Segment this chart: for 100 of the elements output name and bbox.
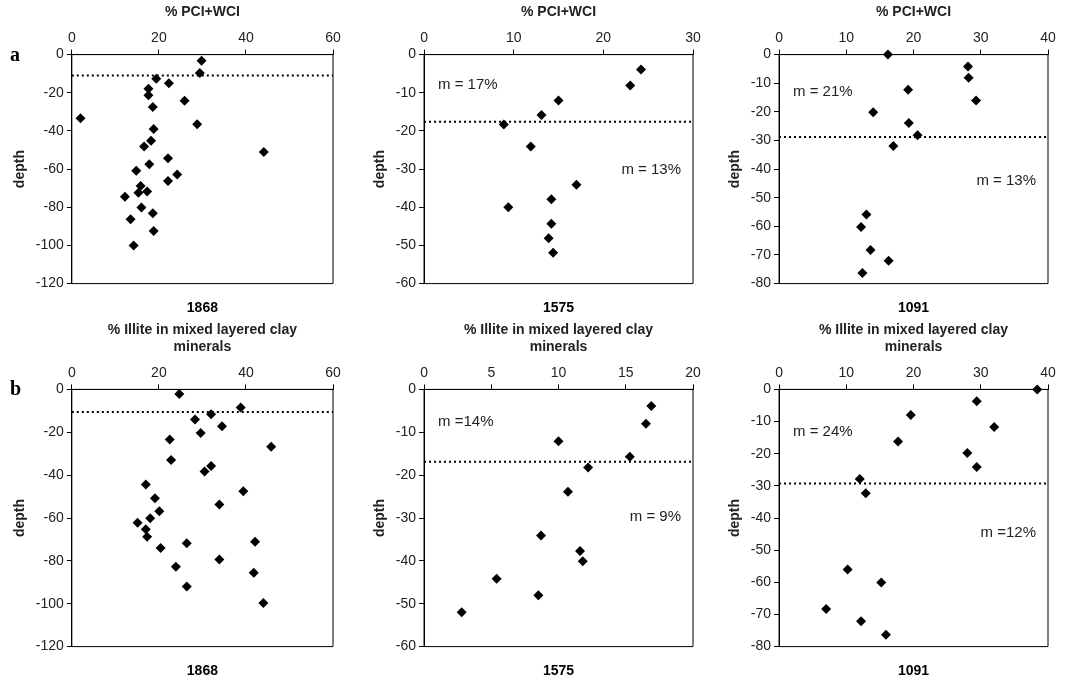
x-tick-label: 0 [775, 29, 784, 46]
x-tick-label: 40 [238, 29, 254, 46]
y-tick-label: -30 [750, 476, 772, 493]
point [546, 218, 557, 229]
point [140, 479, 151, 490]
y-tick-label: -80 [43, 551, 65, 568]
point [195, 427, 206, 438]
point [148, 225, 159, 236]
y-tick-label: -60 [395, 274, 417, 291]
y-tick-label: -60 [43, 159, 65, 176]
x-tick-label: 60 [325, 363, 341, 380]
point [857, 268, 868, 279]
x-tick-label: 10 [838, 363, 855, 380]
point [170, 561, 181, 572]
y-tick-label: -100 [35, 236, 65, 253]
point [144, 159, 155, 170]
y-tick-label: -60 [750, 573, 772, 590]
y-tick-label: -100 [35, 594, 65, 611]
x-tick-label: 10 [505, 29, 522, 46]
point [164, 434, 175, 445]
point [876, 577, 887, 588]
y-tick-label: -80 [750, 637, 772, 654]
point [250, 536, 261, 547]
point [553, 95, 564, 106]
x-axis-title: % Illite in mixed layered clay minerals [818, 321, 1009, 355]
point [132, 517, 143, 528]
text: a [10, 42, 20, 66]
point [258, 147, 269, 158]
point [196, 55, 207, 66]
point [235, 402, 246, 413]
y-axis-title: depth [11, 498, 28, 538]
y-tick-label: -40 [43, 465, 65, 482]
point [192, 119, 203, 130]
y-tick-label: -120 [35, 274, 65, 291]
x-tick-label: 0 [775, 363, 784, 380]
point [962, 448, 973, 459]
point [624, 451, 635, 462]
point [142, 531, 153, 542]
text: 1868 [186, 662, 218, 678]
point [971, 461, 982, 472]
point [963, 72, 974, 83]
point [546, 194, 557, 205]
y-tick-label: 0 [56, 45, 65, 62]
y-axis-title: depth [726, 498, 743, 538]
point [536, 109, 547, 120]
point [636, 64, 646, 75]
point [248, 567, 259, 578]
y-tick-label: -40 [750, 508, 772, 525]
point [214, 554, 225, 565]
point [217, 421, 227, 432]
x-tick-label: 60 [325, 29, 341, 46]
y-tick-label: -120 [35, 637, 65, 654]
point [903, 118, 914, 129]
annotation: m = 21% [793, 81, 853, 99]
point [214, 499, 225, 510]
point [119, 191, 130, 202]
point [571, 179, 582, 190]
text: 1575 [542, 662, 575, 678]
point [181, 538, 192, 549]
y-tick-label: -50 [395, 594, 417, 611]
point [562, 486, 573, 497]
point [181, 581, 192, 592]
text: b [10, 377, 22, 401]
y-tick-label: -20 [750, 444, 772, 461]
x-tick-label: 15 [617, 363, 634, 380]
y-axis-title: depth [371, 150, 388, 189]
point [135, 180, 146, 191]
text: 1575 [542, 299, 575, 315]
point [498, 119, 509, 130]
point [131, 165, 142, 176]
point [179, 95, 190, 106]
point [163, 153, 174, 164]
y-tick-label: -80 [43, 198, 65, 215]
x-tick-label: 30 [685, 29, 701, 46]
point [258, 598, 269, 609]
y-tick-label: -30 [395, 159, 417, 176]
x-axis-title: % PCI+WCI [164, 3, 240, 20]
x-axis-title: % PCI+WCI [520, 3, 597, 20]
y-tick-label: -50 [750, 188, 772, 205]
x-tick-label: 30 [972, 29, 989, 46]
text: 1868 [186, 299, 218, 315]
point [145, 513, 156, 524]
y-tick-label: -10 [750, 412, 772, 429]
point [880, 629, 891, 640]
y-tick-label: -40 [750, 159, 772, 176]
point [206, 460, 217, 471]
point [147, 101, 158, 112]
y-tick-label: -70 [750, 245, 772, 262]
y-tick-label: -20 [750, 102, 772, 119]
point [861, 209, 872, 220]
point [854, 474, 865, 485]
y-tick-label: -70 [750, 605, 772, 622]
point [533, 590, 544, 601]
point [154, 506, 165, 517]
point [865, 245, 876, 256]
y-axis-title: depth [11, 150, 28, 189]
point [971, 95, 982, 106]
point [163, 175, 174, 186]
annotation: m = 24% [793, 421, 853, 439]
point [893, 436, 904, 447]
